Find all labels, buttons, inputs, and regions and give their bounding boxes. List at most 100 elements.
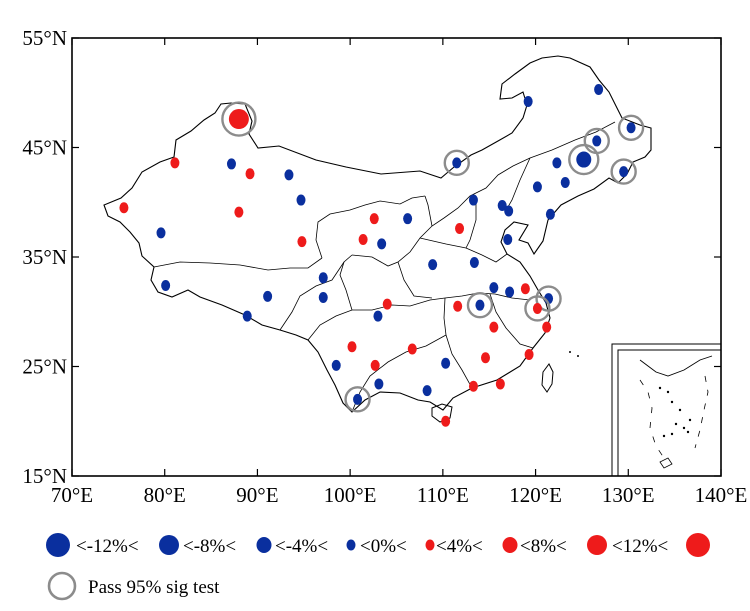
station-marker (626, 122, 636, 134)
station-marker (119, 202, 129, 214)
legend-threshold-label: <-8%< (183, 536, 236, 557)
lon-tick-label: 140°E (695, 483, 748, 507)
lon-tick-label: 100°E (324, 483, 377, 507)
legend-threshold-label: <0%< (360, 536, 407, 557)
legend-threshold-label: <4%< (436, 536, 483, 557)
station-marker (161, 279, 171, 291)
station-marker (226, 158, 236, 170)
station-marker (576, 151, 592, 168)
lon-tick-label: 70°E (51, 483, 93, 507)
lon-tick-label: 90°E (236, 483, 278, 507)
legend-symbol (686, 533, 710, 557)
significance-ring (524, 295, 551, 322)
significance-ring (617, 114, 645, 141)
station-marker (242, 310, 252, 322)
station-marker (532, 181, 542, 193)
lon-tick-label: 80°E (144, 483, 186, 507)
station-marker (532, 302, 542, 314)
legend-threshold-label: <-4%< (275, 536, 328, 557)
significance-ring (466, 291, 494, 319)
station-marker (489, 321, 499, 333)
station-marker (452, 157, 462, 169)
legend-symbol (502, 537, 518, 553)
map-legend: <-12%< <-8%< <-4%< <0%< <4%< <8%< <12%< Pass 95… (46, 533, 710, 601)
station-marker (369, 213, 379, 225)
station-marker (523, 96, 533, 108)
station-marker (524, 348, 534, 360)
station-marker (296, 194, 306, 206)
significance-ring (221, 101, 257, 137)
station-marker (592, 135, 602, 147)
lat-tick-label: 15°N (22, 464, 67, 488)
station-marker (382, 298, 392, 310)
station-marker (455, 223, 465, 235)
station-marker (284, 169, 294, 181)
station-marker (520, 283, 530, 295)
map-axes: 55°N 45°N 35°N 25°N 15°N70°E 80°E 90°E 100°E 110… (22, 26, 747, 507)
station-marker (234, 206, 244, 218)
station-marker (263, 290, 273, 302)
station-marker (297, 236, 307, 248)
legend-threshold-label: <8%< (520, 536, 567, 557)
station-marker (468, 194, 478, 206)
station-marker (422, 385, 432, 397)
station-marker (469, 256, 479, 268)
significance-ring (443, 149, 470, 177)
legend-symbol (346, 539, 356, 551)
station-marker (370, 359, 380, 371)
station-marker (428, 259, 438, 271)
legend-symbol (256, 537, 272, 553)
legend-sig-ring (47, 571, 77, 601)
station-marker (228, 109, 249, 130)
significance-ring (344, 386, 371, 413)
station-marker (347, 341, 357, 353)
station-marker (594, 83, 604, 95)
station-marker (560, 177, 570, 189)
map-frame (71, 37, 722, 477)
legend-symbol (159, 535, 179, 555)
legend-symbol (587, 535, 607, 555)
station-marker (441, 357, 451, 369)
station-marker (245, 168, 255, 180)
station-marker (374, 378, 384, 390)
taiwan-island (541, 363, 554, 393)
station-marker (497, 200, 507, 212)
legend-symbol (46, 533, 70, 557)
station-marker (542, 321, 552, 333)
station-marker (505, 286, 515, 298)
significance-ring (568, 143, 600, 176)
station-marker (552, 157, 562, 169)
station-marker (353, 393, 363, 405)
station-marker (318, 292, 328, 304)
station-marker (545, 208, 555, 220)
station-marker (481, 352, 491, 364)
station-marker (373, 310, 383, 322)
station-marker (358, 233, 368, 245)
lon-tick-label: 130°E (602, 483, 655, 507)
station-markers (119, 83, 645, 427)
lat-tick-label: 25°N (22, 355, 67, 379)
station-marker (407, 343, 417, 355)
station-marker (441, 415, 451, 427)
lon-tick-label: 120°E (509, 483, 562, 507)
hainan-island (431, 403, 453, 423)
station-marker (475, 299, 485, 311)
station-marker (468, 380, 478, 392)
lon-tick-label: 110°E (417, 483, 469, 507)
lat-tick-label: 45°N (22, 136, 67, 160)
significance-ring (610, 158, 637, 185)
province-boundaries (153, 121, 616, 413)
station-marker (403, 213, 413, 225)
china-outline (103, 55, 652, 413)
lat-tick-label: 35°N (22, 245, 67, 269)
station-marker (503, 233, 513, 245)
lat-tick-label: 55°N (22, 26, 67, 50)
significance-ring (583, 127, 610, 155)
station-marker (377, 238, 387, 250)
station-marker (504, 205, 514, 217)
station-marker (170, 157, 180, 169)
legend-threshold-label: <-12%< (76, 536, 139, 557)
station-marker (495, 378, 505, 390)
station-marker (619, 166, 629, 178)
station-marker (318, 272, 328, 284)
